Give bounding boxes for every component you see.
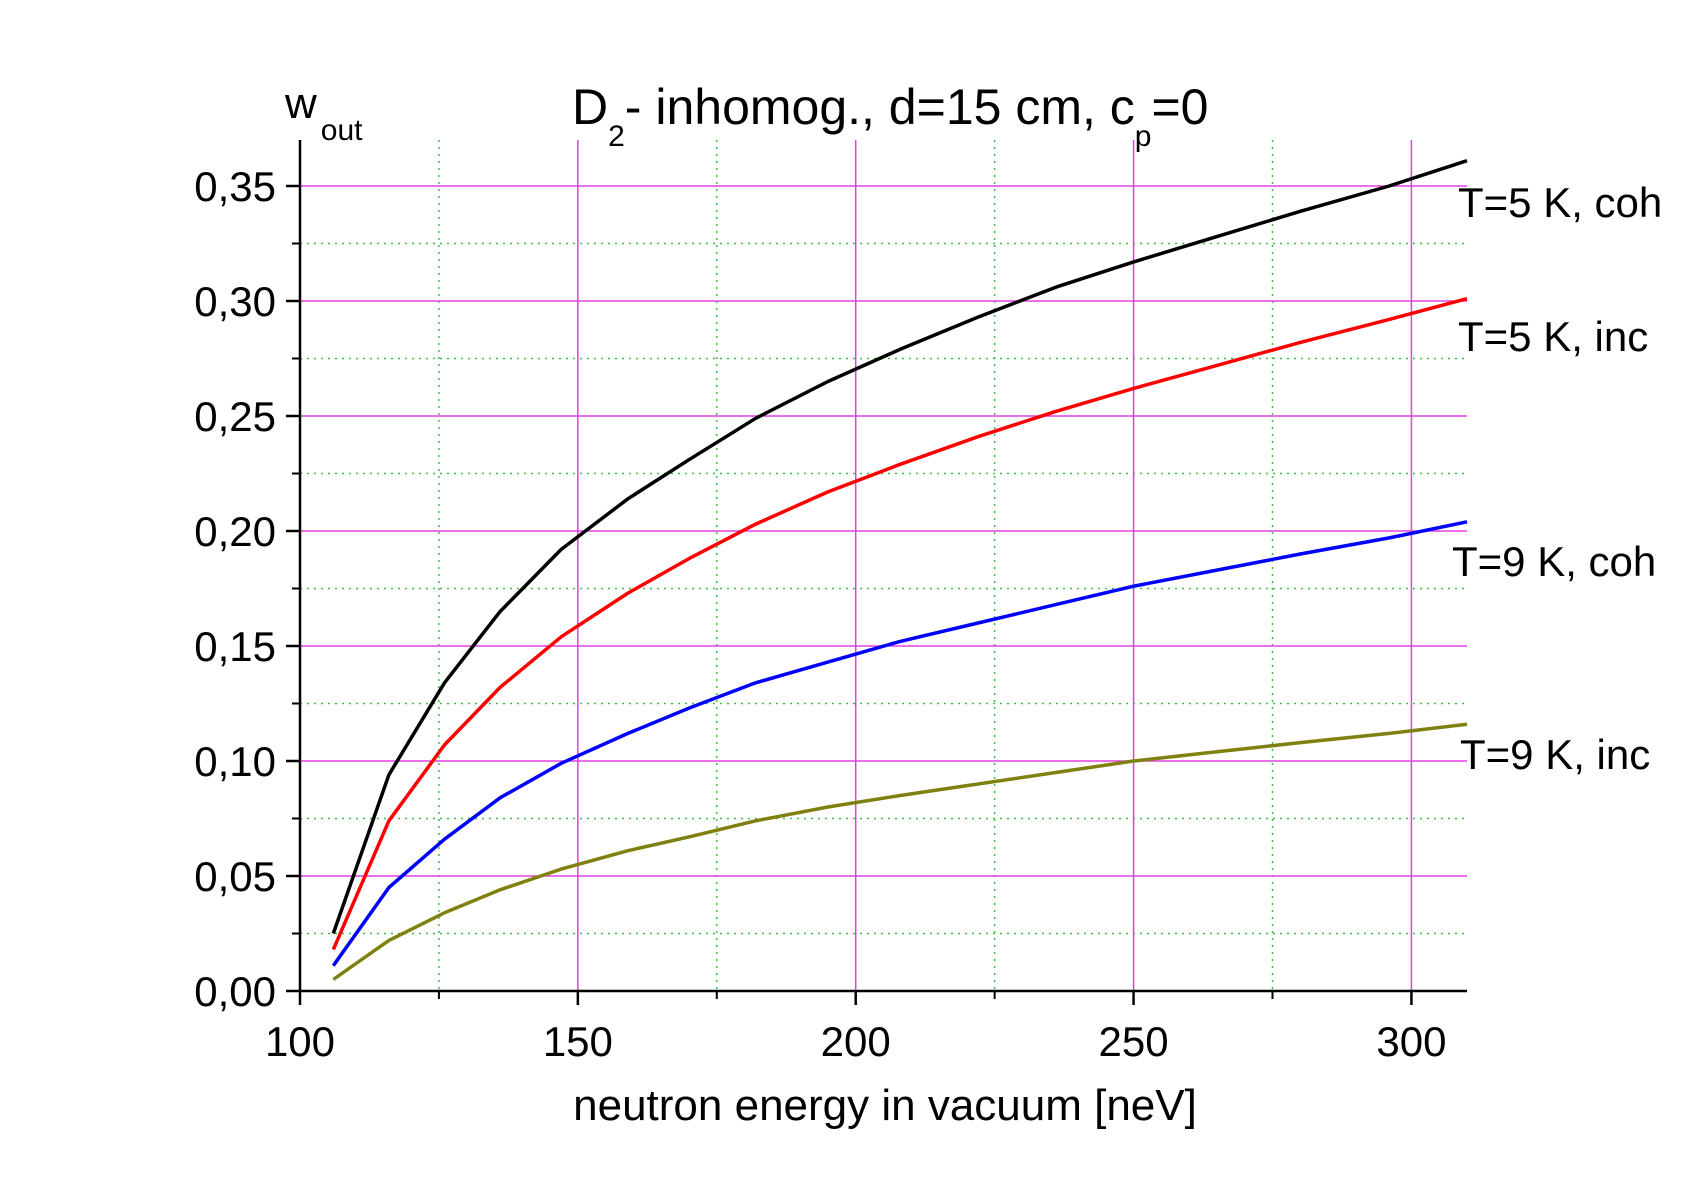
y-axis-label: wout [284,79,363,147]
x-tick-labels: 100 150 200 250 300 [265,1018,1447,1065]
ticks [286,184,1413,1005]
x-tick-label: 200 [821,1018,891,1065]
y-tick-label: 0,15 [194,623,276,670]
x-tick-label: 150 [543,1018,613,1065]
minor-grid [300,140,1467,991]
x-tick-label: 300 [1376,1018,1446,1065]
y-tick-label: 0,25 [194,393,276,440]
series-line-1 [331,297,1468,951]
y-tick-labels: 0,00 0,05 0,10 0,15 0,20 0,25 0,30 0,35 [194,163,276,1015]
series-label-t5-inc: T=5 K, inc [1458,313,1648,360]
y-tick-label: 0,20 [194,508,276,555]
series-label-t5-coh: T=5 K, coh [1458,179,1662,226]
y-tick-label: 0,00 [194,968,276,1015]
x-tick-label: 100 [265,1018,335,1065]
series-lines [331,159,1468,981]
y-tick-label: 0,30 [194,278,276,325]
y-tick-label: 0,05 [194,853,276,900]
series-label-t9-coh: T=9 K, coh [1452,538,1656,585]
x-tick-label: 250 [1099,1018,1169,1065]
x-axis-label: neutron energy in vacuum [neV] [573,1081,1197,1130]
series-label-t9-inc: T=9 K, inc [1460,731,1650,778]
y-tick-label: 0,10 [194,738,276,785]
series-line-0 [331,159,1468,935]
chart-title: D2- inhomog., d=15 cm, cp=0 [572,79,1208,153]
y-tick-label: 0,35 [194,163,276,210]
axes [298,140,1467,993]
series-line-2 [331,520,1468,967]
major-grid [300,140,1467,991]
series-line-3 [332,722,1468,981]
